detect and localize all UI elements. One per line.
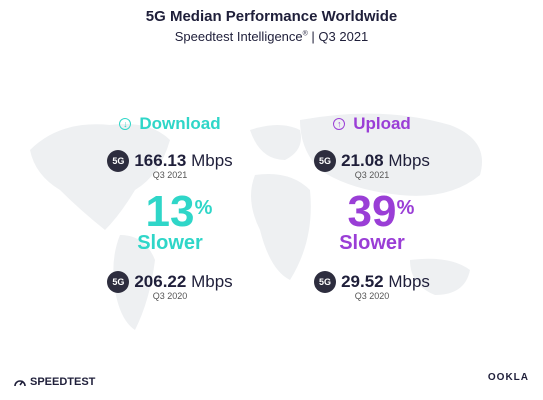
upload-percent: 39% (347, 187, 415, 236)
page-title: 5G Median Performance Worldwide (145, 8, 398, 25)
registered-mark: ® (302, 30, 308, 38)
speedtest-gauge-icon (14, 380, 26, 387)
page-subtitle: Speedtest Intelligence® | Q3 2021 (0, 29, 543, 44)
download-current-row: 5G 166.13 Mbps (70, 150, 270, 172)
upload-previous-period: Q3 2020 (354, 291, 390, 301)
ookla-logo: OOKLA (487, 372, 529, 383)
subtitle-prefix: Speedtest Intelligence (174, 29, 303, 44)
speedtest-brand: SPEEDTEST (30, 376, 96, 388)
5g-badge-icon: 5G (314, 150, 337, 172)
upload-current-period: Q3 2021 (354, 170, 390, 180)
5g-badge-icon: 5G (314, 271, 337, 293)
download-previous-speed: 206.22 Mbps (134, 272, 233, 291)
download-change: Slower (137, 232, 203, 254)
download-arrow-icon: ↓ (119, 118, 132, 130)
upload-previous-speed: 29.52 Mbps (341, 272, 430, 291)
upload-header: ↑ Upload (272, 114, 472, 134)
download-percent: 13% (145, 187, 213, 236)
upload-arrow-icon: ↑ (333, 118, 346, 130)
download-label: Download (139, 114, 221, 133)
upload-current-row: 5G 21.08 Mbps (272, 150, 472, 172)
download-current-period: Q3 2021 (152, 170, 188, 180)
header: 5G Median Performance Worldwide Speedtes… (0, 8, 543, 44)
subtitle-suffix: | Q3 2021 (307, 29, 369, 44)
upload-column: ↑ Upload 5G 21.08 Mbps Q3 2021 39% Slowe… (272, 114, 472, 301)
upload-change: Slower (339, 232, 405, 254)
5g-badge-icon: 5G (107, 271, 130, 293)
5g-badge-icon: 5G (107, 150, 130, 172)
download-previous-period: Q3 2020 (152, 291, 188, 301)
speedtest-logo: SPEEDTEST (14, 376, 95, 388)
upload-current-speed: 21.08 Mbps (341, 151, 430, 170)
download-header: ↓ Download (70, 114, 270, 134)
upload-label: Upload (353, 114, 411, 133)
download-current-speed: 166.13 Mbps (134, 151, 233, 170)
download-column: ↓ Download 5G 166.13 Mbps Q3 2021 13% Sl… (70, 114, 270, 301)
upload-previous-row: 5G 29.52 Mbps (272, 271, 472, 293)
download-previous-row: 5G 206.22 Mbps (70, 271, 270, 293)
